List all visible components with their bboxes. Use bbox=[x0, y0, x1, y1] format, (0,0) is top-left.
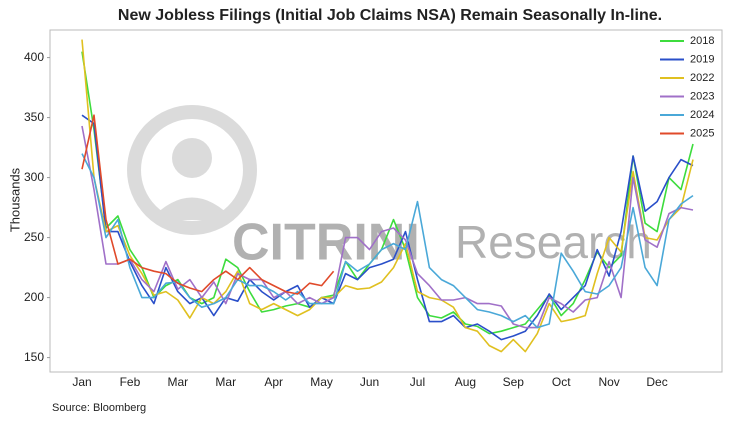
y-axis-label: Thousands bbox=[7, 167, 22, 232]
x-tick-label: Nov bbox=[598, 375, 619, 389]
x-tick-label: Dec bbox=[646, 375, 667, 389]
x-tick-label: Mar bbox=[168, 375, 189, 389]
watermark-head bbox=[172, 138, 212, 178]
chart-title: New Jobless Filings (Initial Job Claims … bbox=[118, 7, 662, 24]
legend-label: 2019 bbox=[690, 53, 714, 65]
x-tick-label: May bbox=[310, 375, 333, 389]
y-tick-label: 400 bbox=[24, 50, 44, 64]
y-tick-label: 350 bbox=[24, 110, 44, 124]
x-tick-label: Apr bbox=[264, 375, 283, 389]
legend-label: 2018 bbox=[690, 35, 714, 47]
x-tick-label: Feb bbox=[120, 375, 141, 389]
x-tick-label: Sep bbox=[503, 375, 525, 389]
x-tick-label: Jun bbox=[360, 375, 379, 389]
series-line bbox=[81, 114, 335, 295]
legend-label: 2025 bbox=[690, 127, 714, 139]
y-tick-label: 150 bbox=[24, 350, 44, 364]
x-tick-label: Jul bbox=[410, 375, 425, 389]
x-tick-label: Jan bbox=[72, 375, 91, 389]
watermark-body bbox=[150, 197, 234, 220]
plot-frame bbox=[49, 29, 723, 373]
legend-label: 2023 bbox=[690, 90, 714, 102]
legend: 2018 2019 2022 2023 2024 2025 bbox=[656, 32, 720, 139]
legend-label: 2022 bbox=[690, 72, 714, 84]
series-line bbox=[81, 39, 694, 353]
series-line bbox=[81, 153, 694, 329]
series-line bbox=[81, 125, 694, 329]
watermark-ring bbox=[127, 105, 257, 235]
source: Source: Bloomberg bbox=[52, 402, 146, 414]
x-tick-label: Aug bbox=[455, 375, 476, 389]
watermark: CITRINI Research bbox=[127, 105, 652, 272]
series-line bbox=[81, 114, 694, 341]
x-tick-label: Mar bbox=[215, 375, 236, 389]
legend-label: 2024 bbox=[690, 109, 714, 121]
y-tick-label: 250 bbox=[24, 230, 44, 244]
y-tick-label: 300 bbox=[24, 170, 44, 184]
x-tick-label: Oct bbox=[552, 375, 571, 389]
y-tick-label: 200 bbox=[24, 290, 44, 304]
